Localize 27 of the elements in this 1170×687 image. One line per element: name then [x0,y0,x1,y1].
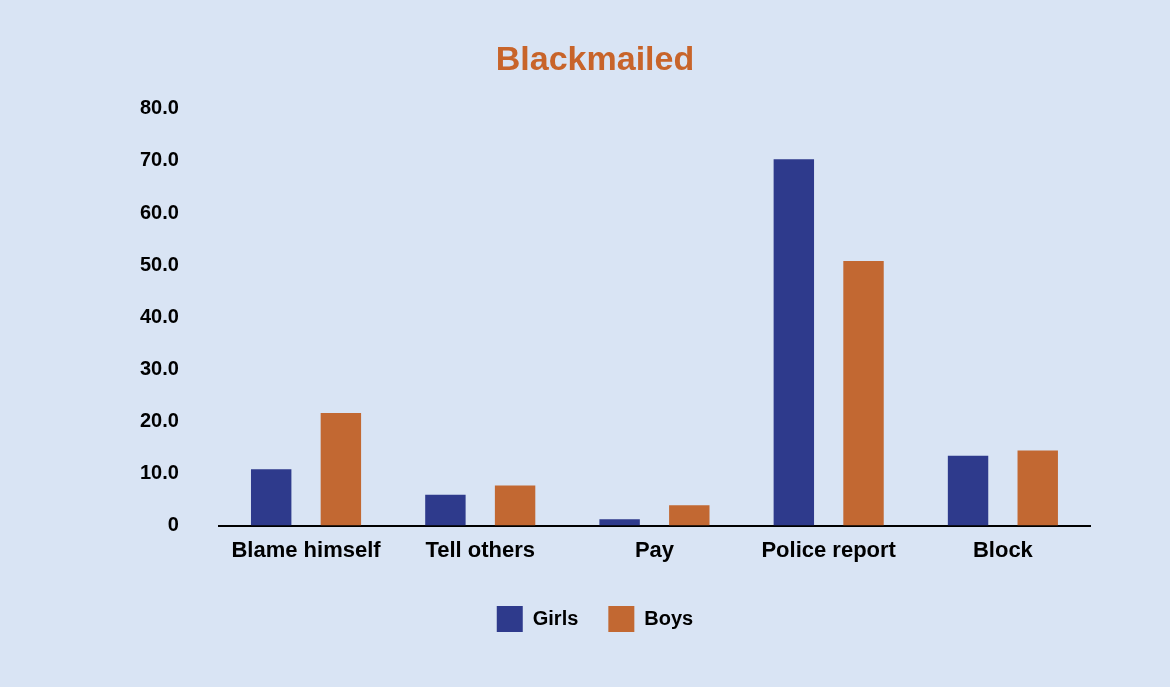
bar [320,413,362,526]
x-tick-label: Blame himself [231,536,382,562]
bar [599,519,640,526]
x-tick-label: Block [972,536,1034,562]
bar [947,455,989,526]
y-tick-label: 60.0 [139,200,179,223]
y-tick-label: 30.0 [139,356,179,379]
y-tick-label: 10.0 [139,461,179,484]
bar [425,494,466,526]
legend-label: Girls [532,606,579,629]
y-tick-label: 0 [167,513,179,536]
y-tick-label: 40.0 [139,304,179,327]
x-tick-label: Pay [634,536,675,562]
bar [669,505,710,526]
y-tick-label: 50.0 [139,252,179,275]
bar [843,260,884,526]
chart-title: Blackmailed [495,38,695,77]
bar [1017,450,1058,526]
legend-label: Boys [644,606,694,629]
y-tick-label: 70.0 [139,148,179,171]
y-tick-label: 20.0 [139,408,179,431]
x-tick-label: Tell others [425,536,536,562]
bar [773,159,815,526]
x-tick-label: Police report [761,536,897,562]
y-tick-label: 80.0 [139,96,179,119]
bar [494,485,536,526]
bar [250,469,292,526]
